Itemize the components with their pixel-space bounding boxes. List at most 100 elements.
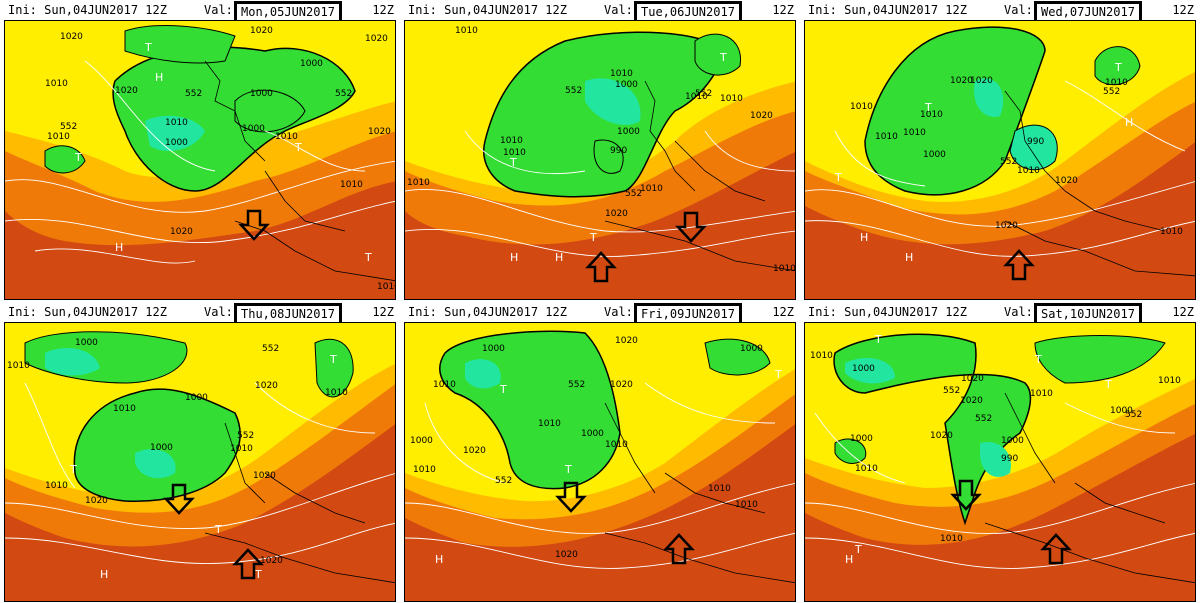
isobar-label: 552 <box>237 431 254 441</box>
isobar-label: 1010 <box>377 282 396 292</box>
high-symbol: H <box>905 251 913 264</box>
isobar-label: 1020 <box>170 227 193 237</box>
valid-date-box: Sat,10JUN2017 <box>1034 303 1142 325</box>
isobar-label: 1000 <box>740 344 763 354</box>
cycle-time: 12Z <box>372 305 394 319</box>
isobar-label: 1020 <box>555 550 578 560</box>
low-symbol: T <box>589 231 597 244</box>
low-symbol: T <box>144 41 152 54</box>
low-symbol: T <box>499 383 507 396</box>
isobar-label: 1020 <box>368 127 391 137</box>
low-symbol: T <box>1114 61 1122 74</box>
high-symbol: H <box>555 251 563 264</box>
valid-label: Val: <box>604 3 633 17</box>
low-symbol: T <box>719 51 727 64</box>
up-arrow-icon <box>1040 533 1072 565</box>
isobar-label: 552 <box>943 386 960 396</box>
isobar-label: 1000 <box>581 429 604 439</box>
isobar-label: 1010 <box>1017 166 1040 176</box>
low-symbol: T <box>1104 378 1112 391</box>
isobar-labels: 1010 1000 1020 552 1020 552 1010 1010 10… <box>810 351 1181 544</box>
isobar-label: 1010 <box>325 388 348 398</box>
isobar-label: 552 <box>975 414 992 424</box>
map-panel: Ini: Sun,04JUN2017 12Z Val: Wed,07JUN201… <box>804 0 1196 300</box>
low-symbol: T <box>69 463 77 476</box>
isobar-label: 1010 <box>720 94 743 104</box>
low-symbol: T <box>329 353 337 366</box>
isobar-label: 1000 <box>242 124 265 134</box>
high-symbol: H <box>435 553 443 566</box>
isobar-label: 1020 <box>1055 176 1078 186</box>
isobar-label: 1020 <box>995 221 1018 231</box>
isobar-label: 1010 <box>685 92 708 102</box>
isobar-label: 1010 <box>1030 389 1053 399</box>
isobar-label: 552 <box>335 89 352 99</box>
isobar-label: 1020 <box>610 380 633 390</box>
isobar-label: 552 <box>565 86 582 96</box>
isobar-label: 1000 <box>617 127 640 137</box>
isobar-label: 1000 <box>185 393 208 403</box>
isobar-label: 1020 <box>615 336 638 346</box>
isobar-label: 1000 <box>165 138 188 148</box>
panel-header: Ini: Sun,04JUN2017 12Z Val: Mon,05JUN201… <box>4 0 396 23</box>
high-symbol: H <box>1125 116 1133 129</box>
isobar-label: 1020 <box>60 32 83 42</box>
init-time: Ini: Sun,04JUN2017 12Z <box>808 305 967 319</box>
down-arrow-icon <box>675 211 707 243</box>
isobar-label: 1010 <box>640 184 663 194</box>
isobar-labels: 1000 1000 1010 552 1020 1010 1000 1010 1… <box>410 336 763 560</box>
isobar-label: 1000 <box>923 150 946 160</box>
init-time: Ini: Sun,04JUN2017 12Z <box>408 3 567 17</box>
isobar-label: 1020 <box>463 446 486 456</box>
init-time: Ini: Sun,04JUN2017 12Z <box>808 3 967 17</box>
init-time: Ini: Sun,04JUN2017 12Z <box>408 305 567 319</box>
isobar-label: 1010 <box>275 132 298 142</box>
isobar-label: 1020 <box>605 209 628 219</box>
forecast-map: 1020 1010 1020 1010 552 1010 1010 1000 9… <box>804 20 1196 300</box>
isobar-label: 1020 <box>750 111 773 121</box>
isobar-label: 1010 <box>773 264 796 274</box>
isobar-label: 1010 <box>47 132 70 142</box>
isobar-label: 1000 <box>250 89 273 99</box>
map-panel: Ini: Sun,04JUN2017 12Z Val: Tue,06JUN201… <box>404 0 796 300</box>
isobar-label: 1020 <box>85 496 108 506</box>
isobar-label: 1000 <box>1001 436 1024 446</box>
pressure-symbols: H T T T T <box>69 353 337 581</box>
isobar-label: 552 <box>1103 87 1120 97</box>
isobar-label: 1010 <box>433 380 456 390</box>
isobar-label: 1000 <box>1110 406 1133 416</box>
isobar-label: 1000 <box>150 443 173 453</box>
isobar-label: 1010 <box>45 481 68 491</box>
isobar-label: 1010 <box>708 484 731 494</box>
isobar-label: 1010 <box>610 69 633 79</box>
down-arrow-icon <box>238 209 270 241</box>
isobar-label: 552 <box>1125 410 1142 420</box>
valid-label: Val: <box>1004 3 1033 17</box>
isobar-label: 1010 <box>1160 227 1183 237</box>
low-symbol: T <box>854 543 862 556</box>
forecast-map: 1020 1020 1000 1020 552 1000 1010 1000 1… <box>4 20 396 300</box>
down-arrow-icon <box>555 481 587 513</box>
cycle-time: 12Z <box>772 305 794 319</box>
isobar-label: 1010 <box>605 440 628 450</box>
isobar-label: 1000 <box>410 436 433 446</box>
isobar-labels: 1020 1020 1000 1020 552 1000 1010 1000 1… <box>45 26 396 292</box>
isobar-label: 1010 <box>340 180 363 190</box>
isobar-label: 1010 <box>1158 376 1181 386</box>
isobar-label: 1010 <box>940 534 963 544</box>
isobar-label: 1010 <box>500 136 523 146</box>
low-symbol: T <box>1034 353 1042 366</box>
isobar-label: 1010 <box>810 351 833 361</box>
low-symbol: T <box>214 523 222 536</box>
low-symbol: T <box>364 251 372 264</box>
isobar-label: 990 <box>1001 454 1018 464</box>
isobar-label: 552 <box>1000 157 1017 167</box>
low-symbol: T <box>509 156 517 169</box>
isobar-label: 1010 <box>903 128 926 138</box>
isobar-label: 1010 <box>413 465 436 475</box>
valid-label: Val: <box>604 305 633 319</box>
valid-label: Val: <box>1004 305 1033 319</box>
isobar-label: 1020 <box>950 76 973 86</box>
isobar-label: 1010 <box>920 110 943 120</box>
map-panel: Ini: Sun,04JUN2017 12Z Val: Sat,10JUN201… <box>804 302 1196 602</box>
